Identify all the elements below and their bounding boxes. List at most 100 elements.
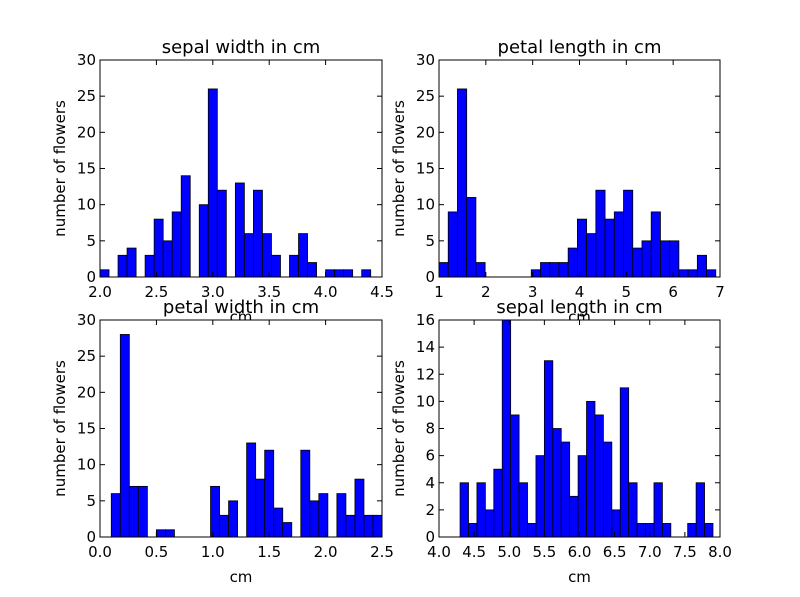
histogram-bar — [636, 523, 646, 538]
x-tick-label: 4.0 — [314, 283, 338, 301]
histogram-bar — [706, 269, 717, 278]
histogram-bar — [510, 414, 520, 538]
x-tick-label: 4 — [575, 283, 585, 301]
y-tick-label: 2 — [425, 501, 435, 519]
x-axis-label: cm — [568, 568, 591, 586]
y-axis-label: number of flowers — [390, 360, 408, 497]
histogram-bar — [459, 482, 469, 538]
histogram-bar — [468, 523, 478, 538]
histogram-bar — [325, 269, 336, 278]
y-tick-label: 15 — [77, 160, 96, 178]
x-tick-label: 2.5 — [144, 283, 168, 301]
y-tick-label: 16 — [416, 311, 435, 329]
y-tick-label: 5 — [425, 232, 435, 250]
x-tick-label: 5.0 — [497, 543, 521, 561]
histogram-bar — [210, 485, 220, 538]
histogram-bar — [198, 204, 209, 278]
histogram-bar — [604, 218, 615, 278]
chart-title: sepal length in cm — [496, 297, 662, 318]
histogram-bar — [271, 254, 281, 278]
histogram-bar — [343, 269, 354, 278]
histogram-bar — [298, 233, 308, 278]
histogram-bar — [695, 482, 705, 538]
histogram-bar — [171, 211, 182, 278]
histogram-bar — [253, 189, 263, 278]
histogram-bar — [696, 254, 707, 278]
histogram-bar — [165, 529, 175, 538]
x-tick-label: 2 — [481, 283, 491, 301]
histogram-bar — [641, 240, 652, 278]
y-tick-label: 30 — [77, 51, 96, 69]
histogram-bar — [493, 468, 503, 538]
x-tick-label: 7.0 — [638, 543, 662, 561]
y-tick-label: 25 — [77, 347, 96, 365]
histogram-bar — [246, 442, 257, 538]
histogram-bar — [628, 482, 638, 538]
histogram-bar — [543, 360, 554, 538]
y-tick-label: 0 — [86, 268, 96, 286]
y-tick-label: 20 — [77, 123, 96, 141]
x-tick-label: 1.5 — [257, 543, 281, 561]
histogram-bar — [309, 500, 320, 538]
histogram-bar — [363, 514, 374, 538]
x-tick-label: 3 — [528, 283, 538, 301]
histogram-bar — [661, 523, 672, 538]
histogram-bar — [687, 523, 697, 538]
x-axis-label: cm — [230, 568, 253, 586]
histogram-bar — [345, 514, 356, 538]
histogram-bar — [219, 514, 229, 538]
histogram-bar — [475, 262, 486, 278]
histogram-bar — [594, 414, 604, 538]
histogram-bar — [243, 233, 254, 278]
histogram-bar — [372, 514, 383, 538]
histogram-bar — [153, 218, 164, 278]
histogram-bar — [289, 254, 299, 278]
histogram-bar — [264, 449, 275, 538]
y-tick-label: 5 — [86, 492, 96, 510]
x-tick-label: 4.0 — [427, 543, 451, 561]
x-tick-label: 4.5 — [462, 543, 486, 561]
x-tick-label: 4.5 — [370, 283, 394, 301]
x-tick-label: 7.5 — [673, 543, 697, 561]
histogram-bar — [595, 189, 606, 278]
histogram-bar — [678, 269, 689, 278]
y-tick-label: 15 — [77, 420, 96, 438]
y-tick-label: 25 — [77, 87, 96, 105]
y-tick-label: 5 — [86, 232, 96, 250]
histogram-bar — [144, 254, 155, 278]
x-tick-label: 7 — [715, 283, 725, 301]
histogram-bar — [99, 269, 110, 278]
chart-title: petal width in cm — [163, 297, 319, 318]
histogram-bar — [457, 88, 468, 278]
chart-sepal-length: 4.0 4.5 5.0 5.5 6.0 6.5 7.0 7.5 8.0 0 2 4 6 8 10 12 14 16… — [390, 297, 732, 586]
x-tick-label: 0.0 — [88, 543, 112, 561]
histogram-bar — [216, 189, 227, 278]
x-tick-label: 6.0 — [568, 543, 592, 561]
histogram-bar — [155, 529, 166, 538]
x-tick-label: 3.5 — [257, 283, 281, 301]
histogram-bar — [207, 88, 218, 278]
histogram-bar — [137, 485, 148, 538]
y-tick-label: 4 — [425, 474, 435, 492]
histogram-bar — [255, 478, 266, 538]
histogram-bar — [110, 493, 121, 538]
x-tick-label: 6 — [668, 283, 678, 301]
y-tick-label: 0 — [425, 528, 435, 546]
histogram-bar — [569, 495, 579, 538]
histogram-bar — [586, 400, 596, 538]
histogram-bar — [558, 262, 569, 278]
histogram-bar — [540, 262, 551, 278]
histogram-bar — [180, 175, 191, 278]
histogram-bar — [126, 247, 137, 278]
histogram-bar — [336, 493, 347, 538]
histogram-bar — [619, 387, 630, 538]
y-tick-label: 20 — [416, 123, 435, 141]
histogram-bar — [307, 262, 317, 278]
y-tick-label: 12 — [416, 365, 435, 383]
histogram-bar — [501, 319, 512, 538]
histogram-bar — [484, 509, 495, 538]
x-tick-label: 2.0 — [88, 283, 112, 301]
histogram-bar — [549, 262, 560, 278]
y-tick-label: 10 — [77, 196, 96, 214]
